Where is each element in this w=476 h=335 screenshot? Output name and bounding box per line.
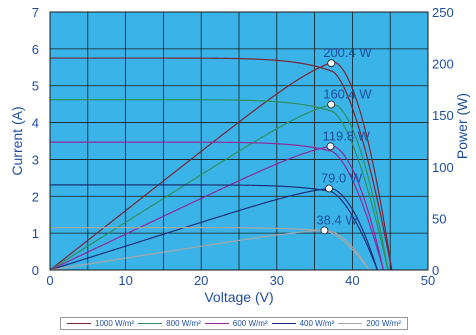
iv-curve <box>50 99 389 271</box>
y2-tick-label: 0 <box>432 263 439 278</box>
y-tick-label: 4 <box>32 116 39 131</box>
iv-curve <box>50 184 378 271</box>
y-tick-label: 5 <box>32 79 39 94</box>
plot-frame <box>49 11 429 271</box>
y-tick-label: 3 <box>32 152 39 167</box>
mpp-label: 38.4 W <box>316 212 358 227</box>
x-tick-label: 50 <box>421 273 435 288</box>
legend-item: 600 W/m² <box>204 319 268 328</box>
mpp-marker <box>327 100 336 109</box>
legend-swatch <box>271 322 296 325</box>
legend-label: 400 W/m² <box>299 319 335 328</box>
x-tick-label: 30 <box>270 273 284 288</box>
y2-tick-label: 150 <box>432 108 454 123</box>
legend: 1000 W/m² 800 W/m² 600 W/m² 400 W/m² 200 W/m… <box>60 317 408 330</box>
x-axis-label: Voltage (V) <box>204 289 273 305</box>
y-tick-label: 0 <box>32 263 39 278</box>
mpp-marker <box>320 226 329 235</box>
legend-item: 800 W/m² <box>138 319 201 328</box>
legend-label: 1000 W/m² <box>95 319 135 328</box>
y2-tick-label: 200 <box>432 57 454 72</box>
mpp-marker <box>325 184 333 193</box>
mpp-marker <box>327 59 336 68</box>
mpp-marker <box>326 142 335 151</box>
y-tick-label: 1 <box>32 226 39 241</box>
x-tick-label: 10 <box>118 273 132 288</box>
iv-curve <box>50 227 370 271</box>
iv-curve <box>50 141 384 271</box>
mpp-markers: 200.4 W 160.4 W 119.8 W 79.0 W 38.4 W <box>316 45 372 235</box>
y-tick-label: 2 <box>32 189 39 204</box>
legend-swatch <box>138 322 163 325</box>
y-tick-label: 7 <box>32 5 39 20</box>
mpp-label: 160.4 W <box>323 86 372 101</box>
legend-swatch <box>204 322 229 325</box>
y-tick-label: 6 <box>32 42 39 57</box>
y2-tick-label: 250 <box>432 5 454 20</box>
x-tick-label: 20 <box>194 273 208 288</box>
y-axis-label: Current (A) <box>9 106 25 175</box>
legend-swatch <box>67 322 92 325</box>
pv-curve <box>49 187 378 271</box>
grid <box>50 12 428 270</box>
y2-axis-label: Power (W) <box>454 93 470 159</box>
legend-label: 600 W/m² <box>232 319 268 328</box>
iv-curve <box>50 57 393 271</box>
y2-tick-label: 100 <box>432 160 454 175</box>
mpp-label: 119.8 W <box>322 128 370 143</box>
mpp-label: 79.0 W <box>321 170 363 185</box>
pv-curve <box>49 229 370 271</box>
legend-item: 200 W/m² <box>338 319 401 328</box>
legend-swatch <box>338 322 363 325</box>
legend-label: 800 W/m² <box>166 319 201 328</box>
legend-label: 200 W/m² <box>366 319 401 328</box>
legend-item: 1000 W/m² <box>67 319 134 328</box>
mpp-label: 200.4 W <box>323 45 372 60</box>
x-tick-label: 0 <box>46 273 53 288</box>
x-tick-label: 40 <box>345 273 359 288</box>
y2-tick-label: 50 <box>432 211 446 226</box>
legend-item: 400 W/m² <box>271 319 335 328</box>
